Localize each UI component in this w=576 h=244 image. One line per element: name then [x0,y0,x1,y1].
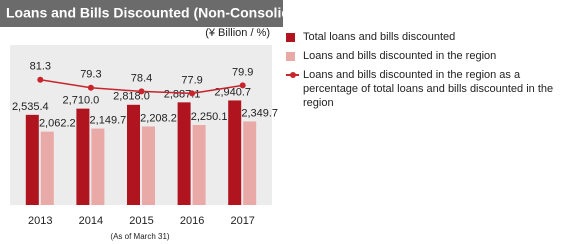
bar [243,121,257,205]
value-label: 2,149.7 [90,114,127,126]
value-label: 79.3 [80,69,101,81]
legend-swatch [286,52,295,61]
bar [25,114,39,205]
value-label: 2,818.0 [113,91,150,103]
value-label: 2,535.4 [12,101,49,113]
value-label: 79.9 [232,66,253,78]
bar [142,126,155,205]
value-label: 2,208.2 [140,112,177,124]
point [239,82,246,89]
value-label: 2,062.2 [39,118,76,130]
value-label: 77.9 [181,74,202,86]
x-tick-label: 2017 [230,215,254,227]
value-label: 81.3 [30,61,51,73]
point [37,76,44,83]
legend-marker [290,72,296,78]
bar [76,108,90,205]
value-label: 2,940.7 [214,86,251,98]
chart-title: Loans and Bills Discounted (Non-Consolid… [6,5,323,21]
bar [40,131,54,205]
bar [192,124,206,205]
legend-item: Total loans and bills discounted [286,30,572,44]
legend-swatch [286,33,295,42]
point [189,90,196,97]
x-tick-label: 2015 [129,215,153,227]
legend-item: Loans and bills discounted in the region [286,49,572,63]
bar [228,100,242,205]
legend-label: Total loans and bills discounted [303,31,456,43]
legend-label: Loans and bills discounted in the region… [303,69,554,109]
title-banner [0,0,283,27]
bar [127,104,140,205]
legend: Total loans and bills discounted Loans an… [286,30,572,115]
point [138,88,145,95]
legend-swatch [286,72,299,78]
value-label: 2,250.1 [191,111,228,123]
note: (As of March 31) [110,232,169,241]
legend-label: Loans and bills discounted in the region [303,50,497,62]
bar [91,128,105,205]
value-label: 2,710.0 [63,95,100,107]
value-label: 2,349.7 [241,107,278,119]
x-tick-label: 2016 [180,215,204,227]
value-label: 78.4 [131,72,152,84]
bar [177,102,191,205]
x-tick-label: 2013 [28,215,52,227]
x-tick-label: 2014 [79,215,103,227]
unit-label: (¥ Billion / %) [205,27,270,39]
legend-item: Loans and bills discounted in the region… [286,68,572,110]
point [87,84,94,91]
